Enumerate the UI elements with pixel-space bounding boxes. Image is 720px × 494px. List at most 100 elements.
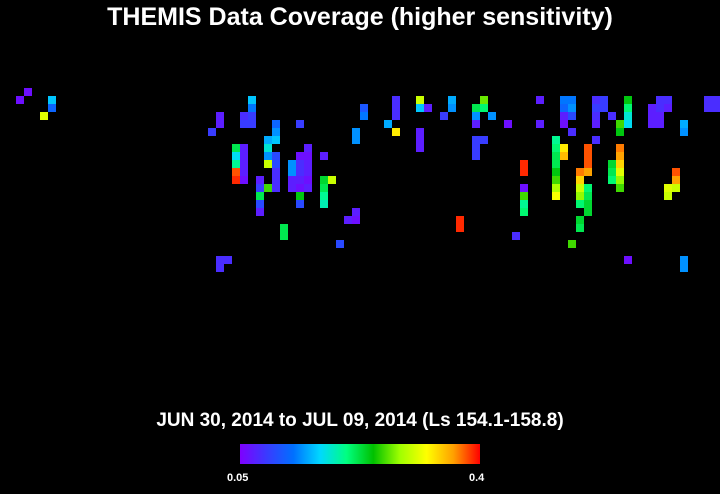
coverage-cell bbox=[536, 96, 544, 104]
coverage-cell bbox=[216, 112, 224, 120]
coverage-cell bbox=[536, 120, 544, 128]
coverage-cell bbox=[600, 96, 608, 104]
coverage-cell bbox=[272, 160, 280, 168]
coverage-cell bbox=[416, 96, 424, 104]
coverage-cell bbox=[472, 120, 480, 128]
coverage-cell bbox=[424, 104, 432, 112]
coverage-cell bbox=[272, 168, 280, 176]
coverage-cell bbox=[320, 184, 328, 192]
coverage-cell bbox=[240, 168, 248, 176]
coverage-cell bbox=[648, 120, 656, 128]
coverage-cell bbox=[520, 192, 528, 200]
coverage-cell bbox=[552, 176, 560, 184]
coverage-cell bbox=[560, 96, 568, 104]
colorbar bbox=[240, 444, 480, 464]
coverage-cell bbox=[680, 264, 688, 272]
coverage-cell bbox=[576, 200, 584, 208]
colorbar-min-label: 0.05 bbox=[227, 472, 249, 484]
coverage-cell bbox=[240, 160, 248, 168]
coverage-cell bbox=[560, 112, 568, 120]
coverage-cell bbox=[296, 184, 304, 192]
coverage-cell bbox=[264, 152, 272, 160]
coverage-cell bbox=[448, 104, 456, 112]
coverage-cell bbox=[576, 176, 584, 184]
coverage-cell bbox=[584, 208, 592, 216]
coverage-cell bbox=[560, 152, 568, 160]
coverage-cell bbox=[608, 160, 616, 168]
coverage-cell bbox=[568, 104, 576, 112]
coverage-cell bbox=[352, 128, 360, 136]
coverage-cell bbox=[680, 128, 688, 136]
coverage-cell bbox=[616, 128, 624, 136]
coverage-cell bbox=[248, 120, 256, 128]
coverage-cell bbox=[240, 112, 248, 120]
coverage-cell bbox=[648, 112, 656, 120]
coverage-cell bbox=[232, 168, 240, 176]
coverage-cell bbox=[264, 184, 272, 192]
coverage-cell bbox=[512, 232, 520, 240]
coverage-cell bbox=[520, 200, 528, 208]
coverage-cell bbox=[472, 112, 480, 120]
coverage-cell bbox=[296, 168, 304, 176]
coverage-cell bbox=[264, 160, 272, 168]
coverage-cell bbox=[288, 160, 296, 168]
coverage-cell bbox=[456, 224, 464, 232]
coverage-cell bbox=[232, 144, 240, 152]
coverage-cell bbox=[392, 96, 400, 104]
coverage-cell bbox=[384, 120, 392, 128]
coverage-cell bbox=[320, 200, 328, 208]
coverage-cell bbox=[232, 176, 240, 184]
coverage-cell bbox=[440, 112, 448, 120]
coverage-cell bbox=[288, 184, 296, 192]
coverage-cell bbox=[608, 112, 616, 120]
coverage-cell bbox=[584, 192, 592, 200]
coverage-cell bbox=[480, 104, 488, 112]
coverage-cell bbox=[624, 256, 632, 264]
coverage-cell bbox=[216, 120, 224, 128]
coverage-cell bbox=[664, 104, 672, 112]
coverage-cell bbox=[608, 176, 616, 184]
coverage-cell bbox=[584, 144, 592, 152]
coverage-cell bbox=[616, 176, 624, 184]
coverage-cell bbox=[552, 192, 560, 200]
coverage-cell bbox=[520, 208, 528, 216]
coverage-cell bbox=[296, 192, 304, 200]
coverage-cell bbox=[656, 120, 664, 128]
coverage-cell bbox=[240, 144, 248, 152]
coverage-cell bbox=[568, 112, 576, 120]
coverage-cell bbox=[592, 136, 600, 144]
coverage-cell bbox=[624, 112, 632, 120]
coverage-cell bbox=[48, 104, 56, 112]
coverage-cell bbox=[216, 264, 224, 272]
coverage-cell bbox=[624, 120, 632, 128]
coverage-cell bbox=[656, 96, 664, 104]
coverage-cell bbox=[256, 208, 264, 216]
coverage-cell bbox=[272, 128, 280, 136]
colorbar-max-label: 0.4 bbox=[469, 472, 485, 484]
coverage-cell bbox=[320, 176, 328, 184]
coverage-cell bbox=[704, 96, 712, 104]
coverage-cell bbox=[392, 112, 400, 120]
coverage-cell bbox=[608, 168, 616, 176]
coverage-cell bbox=[672, 168, 680, 176]
coverage-cell bbox=[256, 176, 264, 184]
coverage-cell bbox=[664, 184, 672, 192]
coverage-cell bbox=[272, 176, 280, 184]
coverage-cell bbox=[664, 96, 672, 104]
coverage-cell bbox=[680, 120, 688, 128]
coverage-cell bbox=[448, 96, 456, 104]
coverage-cell bbox=[288, 176, 296, 184]
coverage-cell bbox=[416, 104, 424, 112]
coverage-cell bbox=[472, 144, 480, 152]
coverage-cell bbox=[592, 120, 600, 128]
coverage-cell bbox=[280, 232, 288, 240]
coverage-cell bbox=[264, 136, 272, 144]
coverage-cell bbox=[616, 152, 624, 160]
coverage-cell bbox=[504, 120, 512, 128]
coverage-cell bbox=[576, 224, 584, 232]
coverage-cell bbox=[568, 96, 576, 104]
coverage-cell bbox=[256, 200, 264, 208]
coverage-cell bbox=[560, 104, 568, 112]
coverage-cell bbox=[568, 128, 576, 136]
